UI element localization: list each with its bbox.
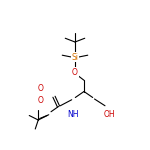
Text: OH: OH	[104, 110, 115, 119]
Text: NH: NH	[68, 110, 79, 119]
Text: O: O	[72, 68, 78, 77]
Text: O: O	[38, 84, 44, 93]
Text: O: O	[38, 96, 44, 105]
Text: Si: Si	[72, 52, 78, 62]
